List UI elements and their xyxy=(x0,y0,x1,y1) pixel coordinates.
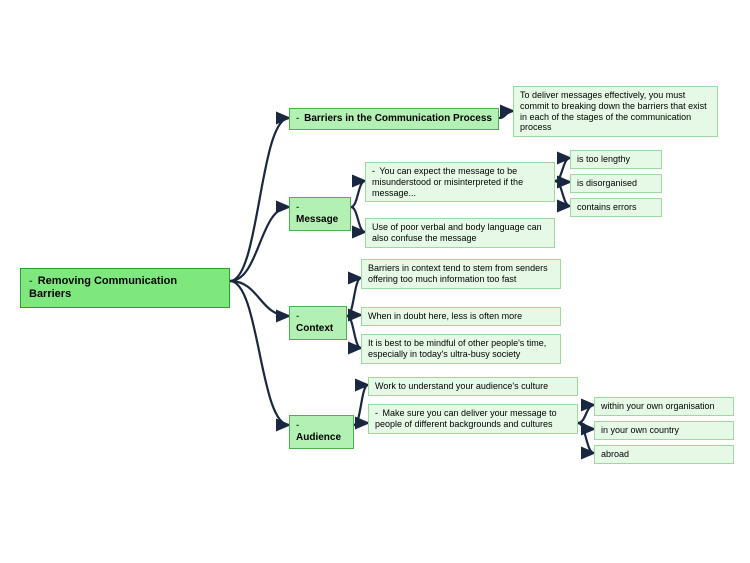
leaf-label: abroad xyxy=(601,449,629,459)
collapse-icon: - xyxy=(296,311,299,323)
leaf-node[interactable]: Barriers in context tend to stem from se… xyxy=(361,259,561,289)
leaf-label: It is best to be mindful of other people… xyxy=(368,338,546,359)
collapse-icon: - xyxy=(296,420,299,432)
leaf-label: Use of poor verbal and body language can… xyxy=(372,222,542,243)
collapse-icon: - xyxy=(29,275,33,288)
leaf-node[interactable]: abroad xyxy=(594,445,734,464)
branch-audience[interactable]: - Audience xyxy=(289,415,354,449)
leaf-node[interactable]: Use of poor verbal and body language can… xyxy=(365,218,555,248)
leaf-label: Work to understand your audience's cultu… xyxy=(375,381,548,391)
branch-label: Message xyxy=(296,214,338,225)
leaf-node[interactable]: - Make sure you can deliver your message… xyxy=(368,404,578,434)
collapse-icon: - xyxy=(296,113,299,125)
leaf-node[interactable]: within your own organisation xyxy=(594,397,734,416)
leaf-node[interactable]: in your own country xyxy=(594,421,734,440)
branch-label: Barriers in the Communication Process xyxy=(304,113,492,124)
branch-barriers[interactable]: - Barriers in the Communication Process xyxy=(289,108,499,130)
leaf-label: is disorganised xyxy=(577,178,637,188)
leaf-label: Make sure you can deliver your message t… xyxy=(375,408,557,429)
leaf-node[interactable]: contains errors xyxy=(570,198,662,217)
branch-message[interactable]: - Message xyxy=(289,197,351,231)
leaf-label: Barriers in context tend to stem from se… xyxy=(368,263,548,284)
leaf-node[interactable]: is disorganised xyxy=(570,174,662,193)
collapse-icon: - xyxy=(375,408,378,419)
leaf-node[interactable]: To deliver messages effectively, you mus… xyxy=(513,86,718,137)
leaf-node[interactable]: - You can expect the message to be misun… xyxy=(365,162,555,202)
collapse-icon: - xyxy=(372,166,375,177)
leaf-node[interactable]: When in doubt here, less is often more xyxy=(361,307,561,326)
collapse-icon: - xyxy=(296,202,299,214)
leaf-label: in your own country xyxy=(601,425,679,435)
root-label: Removing Communication Barriers xyxy=(29,275,177,300)
leaf-label: contains errors xyxy=(577,202,637,212)
leaf-node[interactable]: is too lengthy xyxy=(570,150,662,169)
branch-label: Context xyxy=(296,323,333,334)
leaf-label: To deliver messages effectively, you mus… xyxy=(520,90,707,132)
branch-label: Audience xyxy=(296,432,341,443)
leaf-label: is too lengthy xyxy=(577,154,630,164)
leaf-node[interactable]: Work to understand your audience's cultu… xyxy=(368,377,578,396)
leaf-node[interactable]: It is best to be mindful of other people… xyxy=(361,334,561,364)
root-node[interactable]: - Removing Communication Barriers xyxy=(20,268,230,308)
leaf-label: When in doubt here, less is often more xyxy=(368,311,522,321)
leaf-label: within your own organisation xyxy=(601,401,715,411)
branch-context[interactable]: - Context xyxy=(289,306,347,340)
leaf-label: You can expect the message to be misunde… xyxy=(372,166,523,198)
